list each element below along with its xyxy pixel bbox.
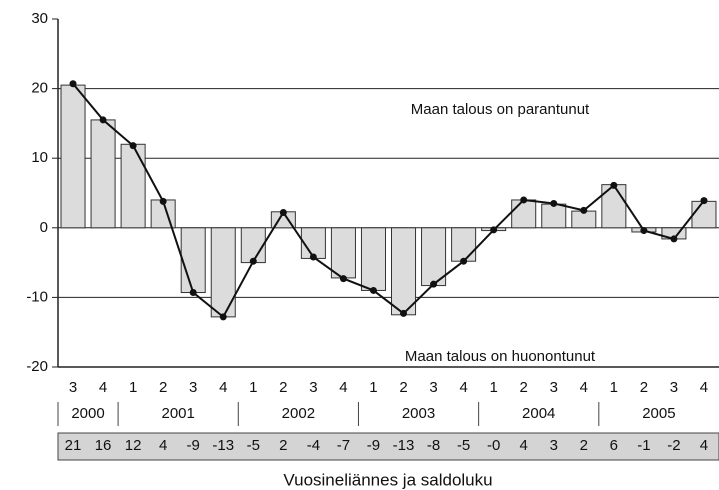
value-label: 3	[550, 437, 558, 454]
x-tick-label: 3	[189, 379, 197, 396]
y-tick-label: 20	[31, 80, 48, 97]
x-tick-label: 3	[429, 379, 437, 396]
line	[72, 83, 705, 319]
y-tick-label: 10	[31, 149, 48, 166]
x-tick-label: 4	[580, 379, 588, 396]
value-label: -0	[487, 437, 500, 454]
bar	[421, 227, 447, 287]
value-label: 21	[65, 437, 82, 454]
point	[369, 286, 377, 294]
x-tick-label: 1	[489, 379, 497, 396]
value-label: 2	[580, 437, 588, 454]
bar	[180, 227, 206, 294]
value-label: 2	[279, 437, 287, 454]
y-tick-label: -10	[26, 288, 48, 305]
x-tick-label: 3	[670, 379, 678, 396]
bar	[451, 227, 477, 262]
value-label: -7	[337, 437, 350, 454]
value-label: 16	[95, 437, 112, 454]
x-tick-label: 3	[69, 379, 77, 396]
bar	[691, 200, 717, 229]
year-label: 2005	[642, 405, 675, 422]
value-label: -13	[393, 437, 415, 454]
point	[610, 181, 618, 189]
bar	[60, 84, 86, 229]
point	[490, 226, 498, 234]
year-label: 2000	[71, 405, 104, 422]
point	[249, 257, 257, 265]
x-tick-label: 4	[459, 379, 467, 396]
x-tick-label: 1	[129, 379, 137, 396]
year-label: 2002	[282, 405, 315, 422]
point	[430, 280, 438, 288]
bar	[120, 143, 146, 229]
value-label: 4	[700, 437, 708, 454]
bar	[541, 203, 567, 229]
bar	[511, 199, 537, 229]
x-tick-label: 3	[309, 379, 317, 396]
value-label: -9	[367, 437, 380, 454]
point	[400, 309, 408, 317]
x-tick-label: 4	[99, 379, 107, 396]
year-label: 2001	[161, 405, 194, 422]
value-label: -9	[187, 437, 200, 454]
bar	[391, 227, 417, 316]
x-tick-label: 2	[159, 379, 167, 396]
bar	[210, 227, 236, 318]
annotation: Maan talous on parantunut	[411, 101, 590, 118]
y-tick-label: 30	[31, 10, 48, 27]
point	[69, 80, 77, 88]
point	[99, 116, 107, 124]
year-label: 2003	[402, 405, 435, 422]
value-label: -13	[212, 437, 234, 454]
annotation: Maan talous on huonontunut	[405, 348, 596, 365]
value-label: -2	[667, 437, 680, 454]
bar	[360, 227, 386, 291]
point	[670, 235, 678, 243]
point	[700, 197, 708, 205]
y-tick-label: -20	[26, 358, 48, 375]
value-label: -5	[457, 437, 470, 454]
x-tick-label: 2	[520, 379, 528, 396]
point	[550, 199, 558, 207]
point	[129, 142, 137, 150]
bar	[330, 227, 356, 279]
x-axis-title: Vuosineliännes ja saldoluku	[283, 470, 492, 489]
value-label: -1	[637, 437, 650, 454]
value-label: -5	[247, 437, 260, 454]
y-tick-label: 0	[40, 219, 48, 236]
x-tick-label: 3	[550, 379, 558, 396]
point	[219, 313, 227, 321]
x-tick-label: 4	[339, 379, 347, 396]
point	[309, 253, 317, 261]
x-tick-label: 1	[249, 379, 257, 396]
bar	[90, 119, 116, 229]
point	[339, 275, 347, 283]
value-label: 12	[125, 437, 142, 454]
x-tick-label: 1	[369, 379, 377, 396]
point	[460, 257, 468, 265]
point	[520, 196, 528, 204]
value-row-bg	[57, 432, 719, 461]
x-tick-label: 4	[700, 379, 708, 396]
point	[640, 227, 648, 235]
x-tick-label: 2	[399, 379, 407, 396]
x-tick-label: 4	[219, 379, 227, 396]
value-label: -8	[427, 437, 440, 454]
point	[580, 206, 588, 214]
value-label: 4	[520, 437, 528, 454]
point	[279, 208, 287, 216]
x-tick-label: 2	[640, 379, 648, 396]
bar	[240, 227, 266, 264]
point	[189, 289, 197, 297]
point	[159, 197, 167, 205]
year-label: 2004	[522, 405, 555, 422]
value-label: -4	[307, 437, 320, 454]
x-tick-label: 2	[279, 379, 287, 396]
value-label: 6	[610, 437, 618, 454]
value-label: 4	[159, 437, 167, 454]
x-tick-label: 1	[610, 379, 618, 396]
